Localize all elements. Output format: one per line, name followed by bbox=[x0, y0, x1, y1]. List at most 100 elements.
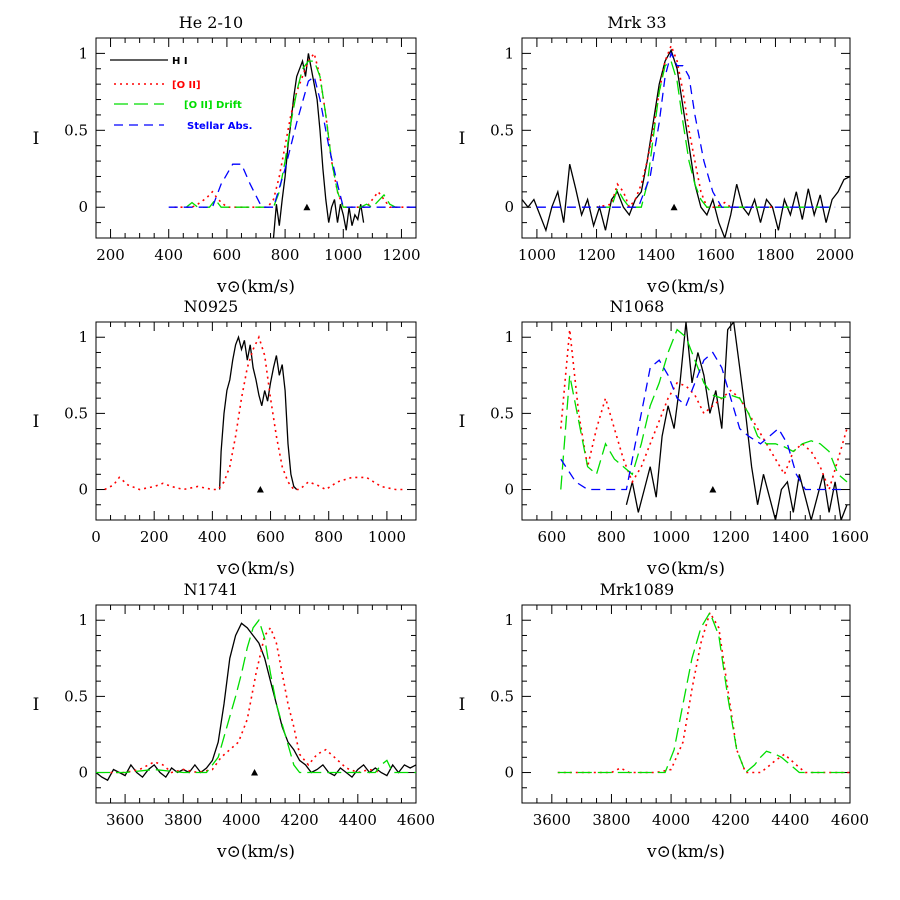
y-tick-label: 0.5 bbox=[490, 121, 514, 139]
x-tick-label: 600 bbox=[537, 528, 566, 546]
y-tick-label: 0 bbox=[78, 764, 88, 782]
systemic-velocity-marker bbox=[251, 769, 259, 776]
series-group bbox=[522, 43, 850, 238]
x-tick-label: 200 bbox=[96, 246, 125, 264]
panel-title: Mrk 33 bbox=[607, 13, 666, 32]
series-line-oii bbox=[596, 43, 776, 209]
y-axis-label: I bbox=[459, 412, 466, 432]
x-tick-label: 1200 bbox=[382, 246, 420, 264]
y-tick-label: 1 bbox=[504, 328, 514, 346]
panel-5: 3600 3800 4000 4200 4400 4600 0 0.5 1 Mrk1089 v⊙(k… bbox=[459, 580, 869, 862]
x-tick-label: 3600 bbox=[533, 811, 571, 829]
series-line-oii bbox=[174, 51, 414, 208]
panel-3: 600 800 1000 1200 1400 1600 0 0.5 1 N1068 v⊙(km/s)… bbox=[459, 297, 869, 579]
x-tick-label: 1000 bbox=[518, 246, 556, 264]
systemic-velocity-marker bbox=[256, 486, 264, 493]
series-line-oii bbox=[560, 329, 848, 492]
series-line-stellar bbox=[560, 351, 847, 491]
x-tick-label: 400 bbox=[154, 246, 183, 264]
x-tick-label: 1000 bbox=[368, 528, 406, 546]
series-line-hi bbox=[218, 335, 298, 490]
y-tick-label: 0.5 bbox=[490, 687, 514, 705]
plot-frame bbox=[95, 321, 417, 521]
x-tick-label: 1400 bbox=[637, 246, 675, 264]
x-tick-label: 4400 bbox=[339, 811, 377, 829]
series-group bbox=[560, 322, 848, 520]
x-tick-label: 1400 bbox=[771, 528, 809, 546]
x-tick-label: 600 bbox=[256, 528, 285, 546]
series-line-drift bbox=[557, 611, 850, 774]
y-tick-label: 0 bbox=[78, 198, 88, 216]
x-tick-label: 4000 bbox=[222, 811, 260, 829]
x-axis-label: v⊙(km/s) bbox=[646, 559, 725, 579]
plot-frame bbox=[521, 321, 851, 521]
panel-1: 1000 1200 1400 1600 1800 2000 0 0.5 1 Mrk 33 v⊙(km… bbox=[459, 13, 855, 297]
x-tick-label: 1600 bbox=[697, 246, 735, 264]
panel-4: 3600 3800 4000 4200 4400 4600 0 0.5 1 N1741 v⊙(km/… bbox=[33, 580, 435, 862]
plot-frame bbox=[521, 37, 851, 239]
series-line-hi bbox=[522, 48, 850, 238]
series-line-drift bbox=[596, 60, 836, 208]
x-tick-label: 4000 bbox=[652, 811, 690, 829]
y-tick-label: 0.5 bbox=[64, 121, 88, 139]
x-tick-label: 4200 bbox=[281, 811, 319, 829]
y-axis-label: I bbox=[33, 412, 40, 432]
legend: H I [O II] [O II] Drift Stellar Abs. bbox=[110, 56, 252, 132]
systemic-velocity-marker bbox=[709, 486, 717, 493]
y-tick-label: 1 bbox=[78, 328, 88, 346]
series-line-drift bbox=[96, 618, 416, 774]
y-axis-label: I bbox=[33, 695, 40, 715]
x-tick-label: 0 bbox=[91, 528, 101, 546]
plot-frame bbox=[95, 37, 417, 239]
y-tick-label: 1 bbox=[504, 44, 514, 62]
x-tick-label: 1200 bbox=[712, 528, 750, 546]
y-tick-label: 0 bbox=[78, 481, 88, 499]
x-tick-label: 3800 bbox=[592, 811, 630, 829]
panel-title: N1068 bbox=[610, 297, 665, 316]
x-tick-label: 4400 bbox=[771, 811, 809, 829]
series-line-stellar bbox=[536, 51, 836, 208]
x-axis-label: v⊙(km/s) bbox=[216, 559, 295, 579]
y-tick-label: 0.5 bbox=[64, 687, 88, 705]
panel-title: He 2-10 bbox=[179, 13, 243, 32]
panel-title: N0925 bbox=[184, 297, 239, 316]
y-axis-label: I bbox=[459, 129, 466, 149]
x-tick-label: 800 bbox=[271, 246, 300, 264]
x-tick-label: 1600 bbox=[831, 528, 869, 546]
x-tick-label: 3600 bbox=[106, 811, 144, 829]
x-tick-label: 200 bbox=[140, 528, 169, 546]
panel-0: 200 400 600 800 1000 1200 0 0.5 1 He 2-10 v⊙(km/s)… bbox=[33, 13, 421, 297]
systemic-velocity-marker bbox=[670, 203, 678, 211]
legend-label-drift: [O II] Drift bbox=[184, 100, 242, 111]
legend-label-hi: H I bbox=[172, 56, 188, 67]
series-group bbox=[168, 51, 416, 238]
x-tick-label: 4200 bbox=[712, 811, 750, 829]
y-tick-label: 1 bbox=[504, 611, 514, 629]
panel-title: Mrk1089 bbox=[600, 580, 674, 599]
x-tick-label: 1000 bbox=[324, 246, 362, 264]
series-group bbox=[104, 335, 405, 491]
x-tick-label: 2000 bbox=[816, 246, 854, 264]
y-axis-label: I bbox=[33, 129, 40, 149]
x-tick-label: 1800 bbox=[756, 246, 794, 264]
x-tick-label: 400 bbox=[198, 528, 227, 546]
x-tick-label: 800 bbox=[314, 528, 343, 546]
x-tick-label: 800 bbox=[597, 528, 626, 546]
systemic-velocity-marker bbox=[303, 203, 311, 211]
y-axis-label: I bbox=[459, 695, 466, 715]
x-tick-label: 1000 bbox=[652, 528, 690, 546]
series-line-hi bbox=[625, 322, 848, 520]
series-line-stellar bbox=[168, 75, 416, 208]
x-tick-label: 4600 bbox=[831, 811, 869, 829]
series-group bbox=[96, 618, 416, 782]
y-tick-label: 1 bbox=[78, 44, 88, 62]
x-axis-label: v⊙(km/s) bbox=[216, 842, 295, 862]
y-tick-label: 0 bbox=[504, 764, 514, 782]
x-tick-label: 1200 bbox=[577, 246, 615, 264]
series-group bbox=[557, 610, 850, 774]
x-axis-label: v⊙(km/s) bbox=[216, 277, 295, 297]
y-tick-label: 1 bbox=[78, 611, 88, 629]
x-axis-label: v⊙(km/s) bbox=[646, 277, 725, 297]
series-line-hi bbox=[96, 622, 416, 782]
x-tick-label: 3800 bbox=[164, 811, 202, 829]
